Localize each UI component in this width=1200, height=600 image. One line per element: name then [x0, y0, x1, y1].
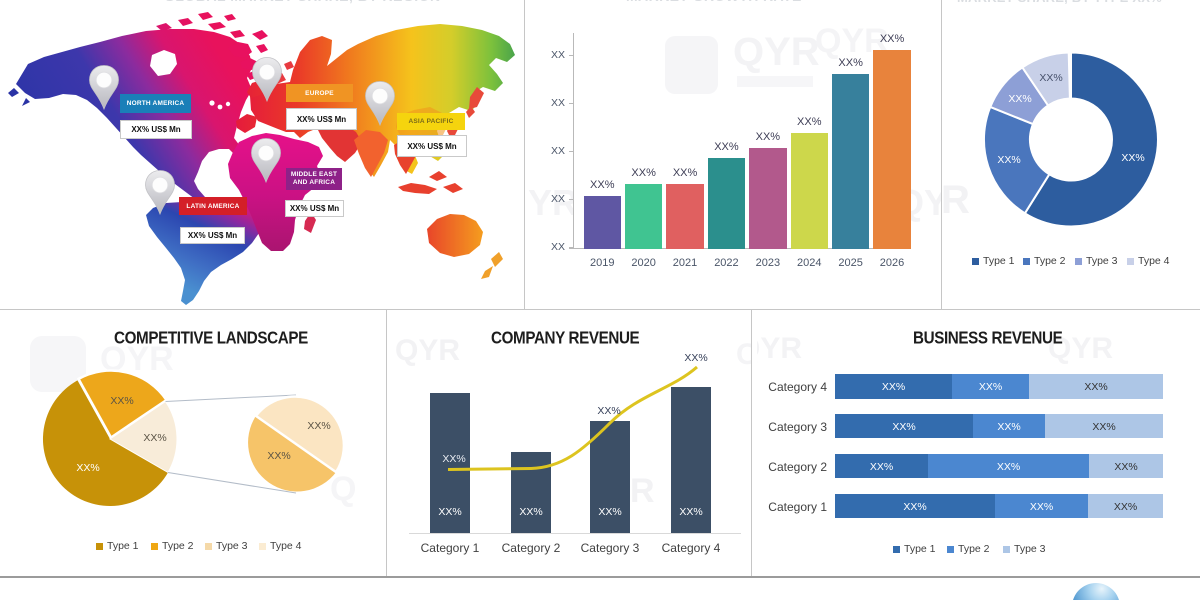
svg-text:XX%: XX% — [997, 154, 1020, 166]
svg-text:XX%: XX% — [307, 420, 330, 432]
svg-text:XX%: XX% — [1039, 72, 1062, 84]
svg-text:XX%: XX% — [76, 462, 99, 474]
svg-text:XX%: XX% — [143, 432, 166, 444]
svg-text:XX%: XX% — [1121, 152, 1144, 164]
svg-text:XX%: XX% — [267, 450, 290, 462]
svg-text:XX%: XX% — [1008, 93, 1031, 105]
svg-text:XX%: XX% — [110, 395, 133, 407]
